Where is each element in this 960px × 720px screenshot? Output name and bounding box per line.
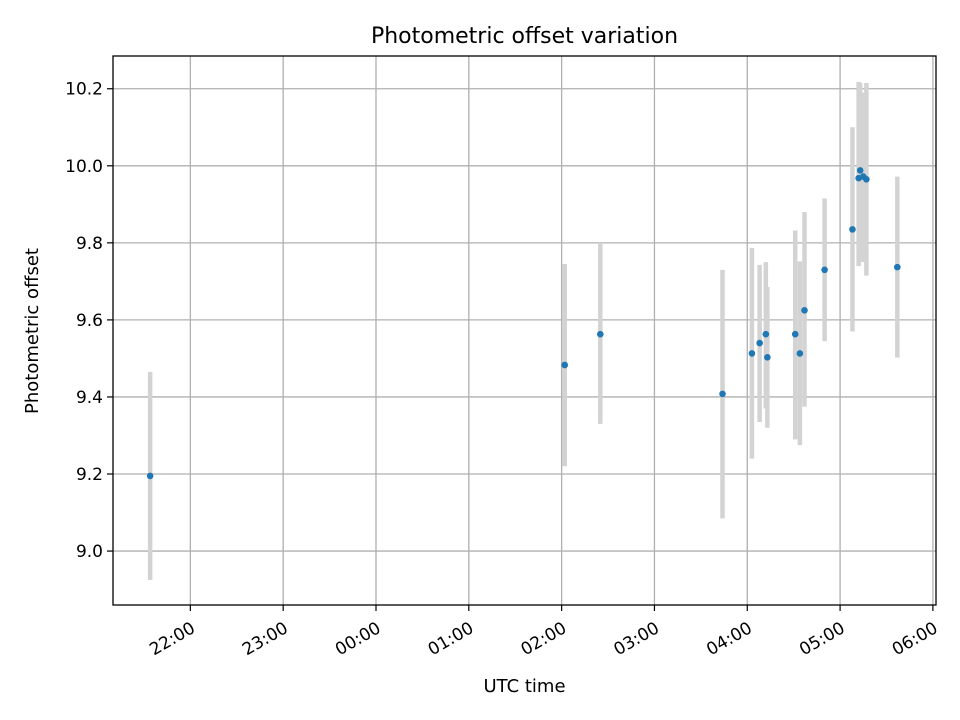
y-tick-label: 9.4 (76, 388, 103, 408)
data-point (756, 339, 763, 347)
data-point (801, 306, 808, 314)
data-point (762, 330, 770, 338)
data-point (764, 353, 771, 361)
data-point (748, 350, 756, 357)
x-axis-label: UTC time (483, 676, 565, 697)
y-tick-label: 9.6 (76, 311, 103, 331)
data-point (146, 472, 154, 480)
data-point (849, 226, 856, 233)
chart-title: Photometric offset variation (371, 24, 678, 49)
data-point (821, 266, 828, 274)
y-tick-label: 9.8 (76, 234, 103, 254)
data-point (863, 175, 870, 183)
y-tick-label: 9.2 (76, 465, 103, 485)
data-point (597, 330, 604, 338)
y-tick-label: 9.0 (76, 542, 103, 562)
data-points (146, 167, 901, 480)
y-tick-label: 10.0 (65, 157, 103, 177)
data-point (791, 330, 799, 338)
plot-frame (112, 55, 937, 606)
data-point (856, 167, 864, 174)
data-point (796, 350, 804, 357)
data-point (561, 361, 569, 369)
y-axis-label: Photometric offset (22, 248, 43, 414)
y-axis-ticks: 9.0 9.2 9.4 9.6 9.8 10.0 10.2 (65, 80, 113, 562)
data-point (894, 263, 901, 271)
y-tick-label: 10.2 (65, 80, 103, 100)
data-point (719, 390, 726, 398)
